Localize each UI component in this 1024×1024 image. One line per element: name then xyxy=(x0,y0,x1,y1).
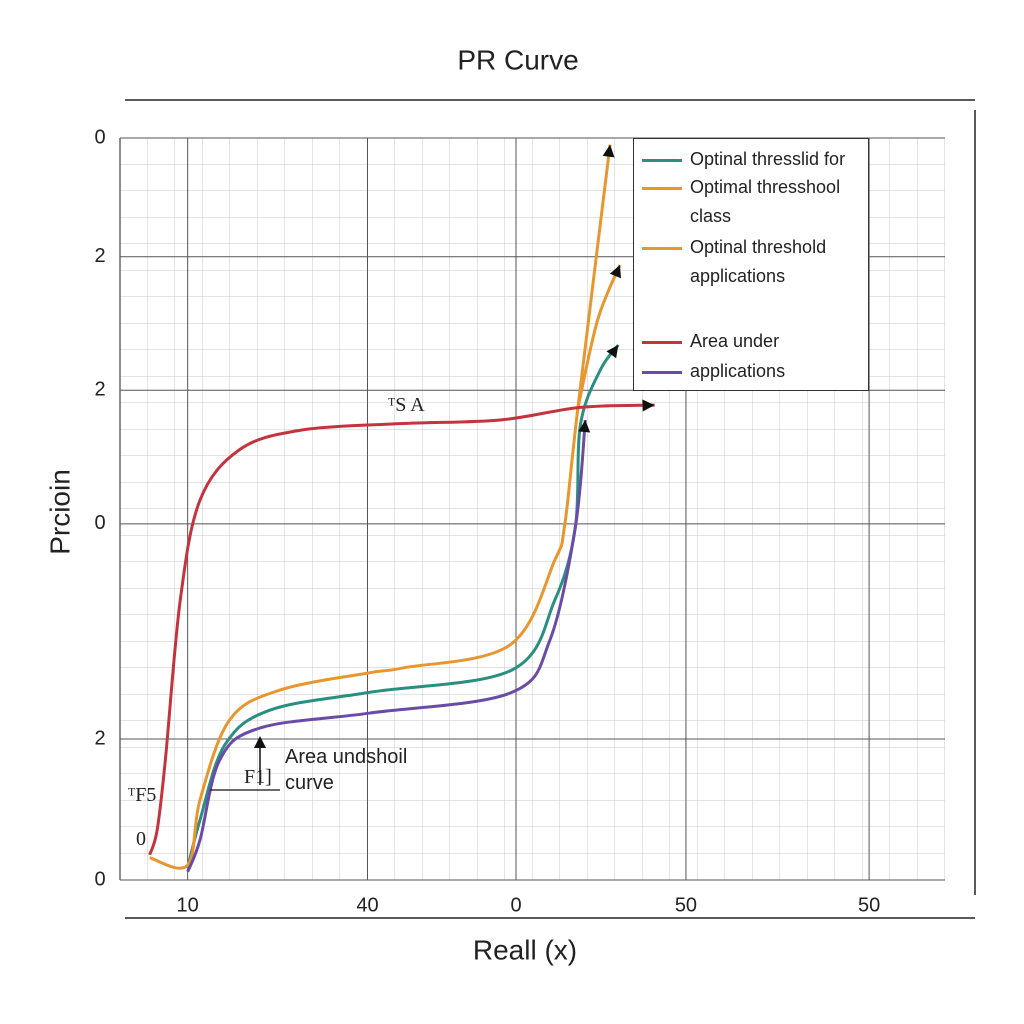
legend-swatch xyxy=(642,247,682,250)
y-tick-label: 0 xyxy=(94,868,105,890)
y-axis-label: Prcioin xyxy=(44,469,75,555)
legend-entry: applications xyxy=(642,357,862,386)
x-tick-label: 40 xyxy=(356,894,378,916)
legend-label: Optinal thresslid for xyxy=(690,149,846,169)
x-tick-label: 50 xyxy=(675,894,697,916)
legend-swatch xyxy=(642,187,682,190)
chart-title: PR Curve xyxy=(457,44,578,75)
legend-swatch xyxy=(642,371,682,374)
x-axis-label: Reall (x) xyxy=(473,934,577,965)
x-tick-label: 10 xyxy=(177,894,199,916)
annotation: ᵀS A xyxy=(388,394,425,416)
annotation: 0 xyxy=(136,828,146,850)
series-line xyxy=(186,344,620,869)
y-tick-label: 0 xyxy=(94,126,105,148)
annotation: ᵀF5 xyxy=(128,784,157,806)
legend-entry: Optimal thresshool class xyxy=(642,173,862,231)
y-tick-label: 0 xyxy=(94,512,105,534)
legend-label: Area under xyxy=(690,331,780,351)
legend-label: Optimal thresshool class xyxy=(690,177,841,226)
series-line xyxy=(186,419,587,873)
y-tick-label: 2 xyxy=(94,727,105,749)
annotation: Area undshoil curve xyxy=(285,746,408,794)
series-line xyxy=(149,144,612,870)
annotation-arrowhead xyxy=(254,736,266,748)
legend-entry: Area under xyxy=(642,327,862,356)
legend-entry: Optinal thresslid for xyxy=(642,145,862,174)
series-line xyxy=(576,264,622,409)
x-tick-label: 0 xyxy=(510,894,521,916)
arrow-head xyxy=(642,399,655,412)
legend-label: applications xyxy=(690,361,786,381)
legend-label: Optinal threshold applications xyxy=(690,237,827,286)
legend-swatch xyxy=(642,341,682,344)
legend-entry: Optinal threshold applications xyxy=(642,233,862,291)
arrow-head xyxy=(609,264,621,279)
series-line xyxy=(148,403,655,856)
arrow-head xyxy=(578,419,591,433)
arrow-head xyxy=(606,345,619,359)
legend: Optinal thresslid for Optimal thresshool … xyxy=(633,138,869,391)
arrow-head xyxy=(602,144,615,158)
x-tick-label: 50 xyxy=(858,894,880,916)
legend-swatch xyxy=(642,159,682,162)
annotation: F1] xyxy=(244,766,272,788)
y-tick-label: 2 xyxy=(94,245,105,267)
y-tick-label: 2 xyxy=(94,379,105,401)
